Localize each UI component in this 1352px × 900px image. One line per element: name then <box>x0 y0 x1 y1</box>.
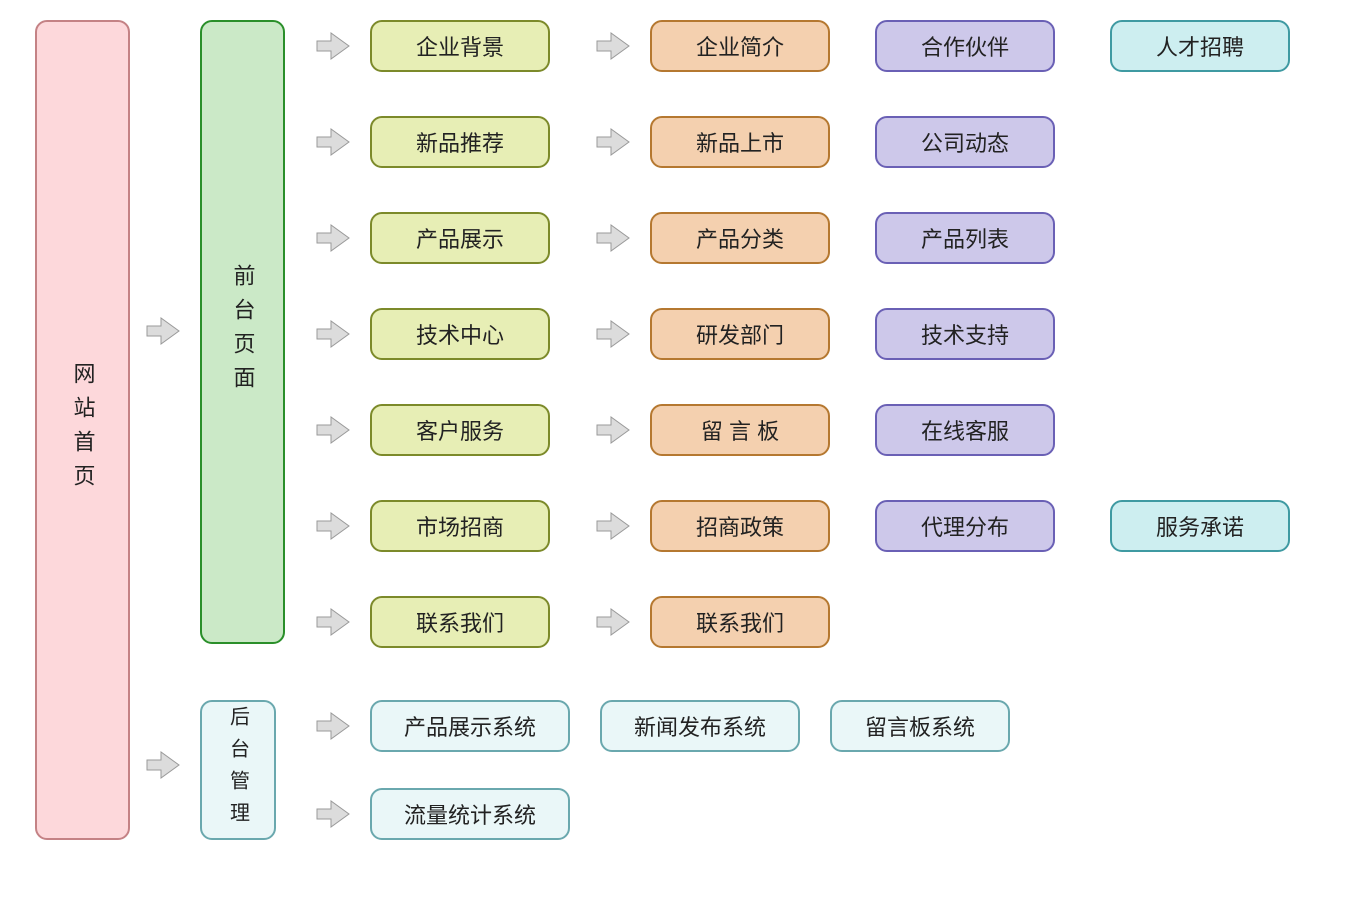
node-label: 产品分类 <box>696 222 784 254</box>
node-label: 招商政策 <box>696 510 784 542</box>
node-label: 市场招商 <box>416 510 504 542</box>
node-label: 客户服务 <box>416 414 504 446</box>
arrow-right-icon <box>315 607 351 637</box>
node-b2: 新闻发布系统 <box>600 700 800 752</box>
node-label: 产品展示系统 <box>404 710 536 742</box>
node-p2: 公司动态 <box>875 116 1055 168</box>
node-label: 合作伙伴 <box>921 30 1009 62</box>
node-b4: 流量统计系统 <box>370 788 570 840</box>
node-label: 企业背景 <box>416 30 504 62</box>
node-label: 企业简介 <box>696 30 784 62</box>
node-label: 网站首页 <box>67 362 99 498</box>
node-p3: 产品列表 <box>875 212 1055 264</box>
node-label: 留言板系统 <box>865 710 975 742</box>
node-label: 技术中心 <box>416 318 504 350</box>
node-label: 新闻发布系统 <box>634 710 766 742</box>
node-o4: 研发部门 <box>650 308 830 360</box>
node-b3: 留言板系统 <box>830 700 1010 752</box>
node-label: 在线客服 <box>921 414 1009 446</box>
node-label: 前台页面 <box>227 264 259 400</box>
node-o5: 留 言 板 <box>650 404 830 456</box>
node-front: 前台页面 <box>200 20 285 644</box>
node-b1: 产品展示系统 <box>370 700 570 752</box>
node-label: 留 言 板 <box>701 414 779 446</box>
arrow-right-icon <box>145 750 181 780</box>
node-label: 公司动态 <box>921 126 1009 158</box>
arrow-right-icon <box>315 127 351 157</box>
node-f4: 技术中心 <box>370 308 550 360</box>
node-p6: 代理分布 <box>875 500 1055 552</box>
arrow-right-icon <box>315 711 351 741</box>
node-label: 新品推荐 <box>416 126 504 158</box>
node-p1: 合作伙伴 <box>875 20 1055 72</box>
node-c2: 服务承诺 <box>1110 500 1290 552</box>
node-o1: 企业简介 <box>650 20 830 72</box>
arrow-right-icon <box>315 799 351 829</box>
node-f2: 新品推荐 <box>370 116 550 168</box>
arrow-right-icon <box>595 127 631 157</box>
node-f7: 联系我们 <box>370 596 550 648</box>
node-label: 产品展示 <box>416 222 504 254</box>
node-label: 代理分布 <box>921 510 1009 542</box>
node-p4: 技术支持 <box>875 308 1055 360</box>
node-p5: 在线客服 <box>875 404 1055 456</box>
node-o2: 新品上市 <box>650 116 830 168</box>
node-label: 新品上市 <box>696 126 784 158</box>
arrow-right-icon <box>315 319 351 349</box>
node-f1: 企业背景 <box>370 20 550 72</box>
arrow-right-icon <box>145 316 181 346</box>
arrow-right-icon <box>595 319 631 349</box>
arrow-right-icon <box>595 31 631 61</box>
node-label: 联系我们 <box>416 606 504 638</box>
arrow-right-icon <box>595 511 631 541</box>
arrow-right-icon <box>315 223 351 253</box>
arrow-right-icon <box>315 31 351 61</box>
node-o3: 产品分类 <box>650 212 830 264</box>
arrow-right-icon <box>315 415 351 445</box>
node-o7: 联系我们 <box>650 596 830 648</box>
node-back: 后台管理 <box>200 700 276 840</box>
node-c1: 人才招聘 <box>1110 20 1290 72</box>
arrow-right-icon <box>595 415 631 445</box>
node-label: 流量统计系统 <box>404 798 536 830</box>
node-f6: 市场招商 <box>370 500 550 552</box>
node-label: 服务承诺 <box>1156 510 1244 542</box>
arrow-right-icon <box>315 511 351 541</box>
node-o6: 招商政策 <box>650 500 830 552</box>
node-label: 人才招聘 <box>1156 30 1244 62</box>
node-root: 网站首页 <box>35 20 130 840</box>
node-f5: 客户服务 <box>370 404 550 456</box>
arrow-right-icon <box>595 607 631 637</box>
node-label: 研发部门 <box>696 318 784 350</box>
arrow-right-icon <box>595 223 631 253</box>
node-label: 联系我们 <box>696 606 784 638</box>
node-label: 技术支持 <box>921 318 1009 350</box>
node-label: 后台管理 <box>224 706 253 834</box>
node-label: 产品列表 <box>921 222 1009 254</box>
node-f3: 产品展示 <box>370 212 550 264</box>
